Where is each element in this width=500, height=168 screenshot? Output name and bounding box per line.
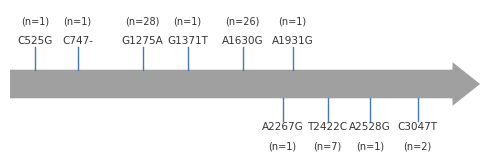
- Text: (n=26): (n=26): [226, 17, 260, 27]
- Text: C3047T: C3047T: [398, 122, 438, 132]
- Text: (n=7): (n=7): [314, 141, 342, 151]
- Text: (n=1): (n=1): [174, 17, 202, 27]
- Text: A2528G: A2528G: [349, 122, 391, 132]
- Text: (n=1): (n=1): [21, 17, 49, 27]
- Text: A2267G: A2267G: [262, 122, 304, 132]
- Text: (n=1): (n=1): [268, 141, 296, 151]
- Text: (n=1): (n=1): [356, 141, 384, 151]
- Polygon shape: [10, 62, 480, 106]
- Text: A1630G: A1630G: [222, 36, 264, 46]
- Text: C525G: C525G: [18, 36, 52, 46]
- Text: (n=1): (n=1): [64, 17, 92, 27]
- Text: C747-: C747-: [62, 36, 93, 46]
- Text: (n=28): (n=28): [126, 17, 160, 27]
- Text: T2422C: T2422C: [308, 122, 348, 132]
- Text: G1371T: G1371T: [167, 36, 208, 46]
- Text: G1275A: G1275A: [122, 36, 164, 46]
- Text: (n=1): (n=1): [278, 17, 306, 27]
- Text: (n=2): (n=2): [404, 141, 431, 151]
- Text: A1931G: A1931G: [272, 36, 314, 46]
